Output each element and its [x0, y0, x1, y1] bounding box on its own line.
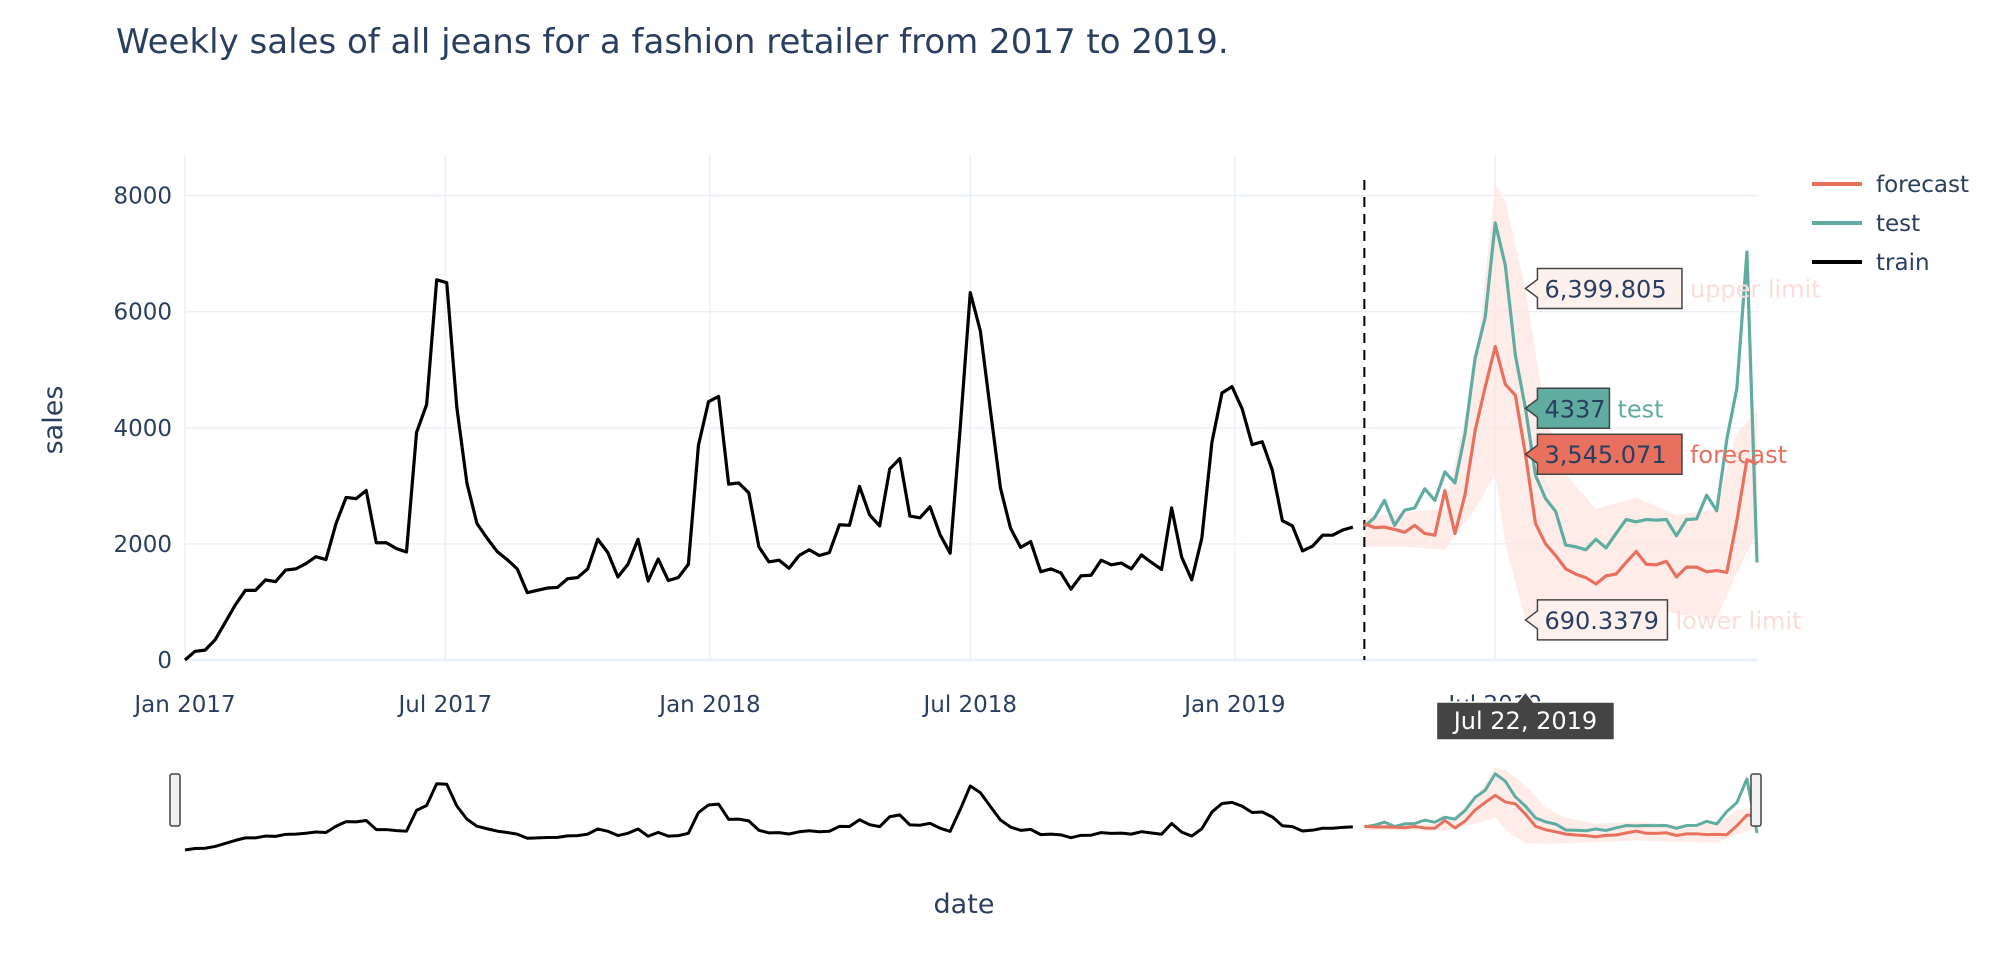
- hover-date-box: [1435, 690, 1616, 741]
- y-tick-label: 0: [157, 648, 172, 674]
- hover-value-test: 4337: [1544, 395, 1605, 423]
- x-tick-labels: Jan 2017 Jul 2017 Jan 2018 Jul 2018 Jan 2019…: [132, 692, 1542, 718]
- x-tick-label: Jan 2019: [1182, 692, 1285, 718]
- hover-name-test: test: [1617, 395, 1663, 423]
- x-gridlines: [184, 155, 1496, 660]
- hover-box-test: [1524, 387, 1611, 430]
- hover-value-lower: 690.3379: [1544, 607, 1659, 635]
- chart-title: Weekly sales of all jeans for a fashion …: [116, 22, 1229, 62]
- range-slider-line-forecast: [1364, 793, 1758, 839]
- hover-value-upper: 6,399.805: [1544, 276, 1666, 304]
- forecast-interval-band: [1364, 184, 1757, 626]
- hover-tooltips: 6,399.805 upper limit 4337 test 3,545.071 for…: [1435, 267, 1821, 741]
- range-slider-line-test: [1364, 772, 1759, 834]
- legend-label-forecast: forecast: [1876, 172, 1969, 198]
- legend-label-train: train: [1876, 250, 1930, 276]
- hover-box-upper: [1524, 267, 1683, 310]
- legend[interactable]: forecast test train: [1812, 172, 1969, 276]
- range-slider[interactable]: [169, 767, 1762, 852]
- hover-name-lower: lower limit: [1675, 607, 1801, 635]
- y-tick-label: 2000: [113, 532, 172, 558]
- confidence-band: [1364, 184, 1757, 626]
- hover-name-forecast: forecast: [1690, 441, 1787, 469]
- series-lines[interactable]: [183, 221, 1759, 662]
- range-slider-right-handle[interactable]: [1750, 773, 1762, 827]
- hover-box-forecast: [1524, 433, 1683, 475]
- series-line-forecast: [1363, 344, 1758, 586]
- range-slider-lines: [184, 772, 1759, 852]
- x-tick-label: Jan 2018: [657, 692, 760, 718]
- range-slider-left-handle[interactable]: [169, 773, 181, 827]
- y-tick-label: 6000: [113, 300, 172, 326]
- y-axis-title: sales: [38, 386, 69, 455]
- hover-date-label: Jul 22, 2019: [1452, 707, 1597, 735]
- x-tick-label: Jan 2017: [132, 692, 235, 718]
- x-tick-label: Jul 2017: [397, 692, 493, 718]
- y-tick-label: 4000: [113, 416, 172, 442]
- legend-label-test: test: [1876, 211, 1920, 237]
- x-tick-label: Jul 2018: [921, 692, 1017, 718]
- range-slider-line-train: [184, 782, 1353, 852]
- y-tick-labels: 0 2000 4000 6000 8000: [113, 184, 172, 674]
- x-axis-title: date: [934, 889, 995, 920]
- hover-name-upper: upper limit: [1690, 276, 1821, 304]
- hover-box-lower: [1524, 599, 1669, 641]
- series-line-test: [1363, 221, 1759, 563]
- series-line-train: [183, 278, 1354, 662]
- y-tick-label: 8000: [113, 184, 172, 210]
- hover-value-forecast: 3,545.071: [1544, 441, 1666, 469]
